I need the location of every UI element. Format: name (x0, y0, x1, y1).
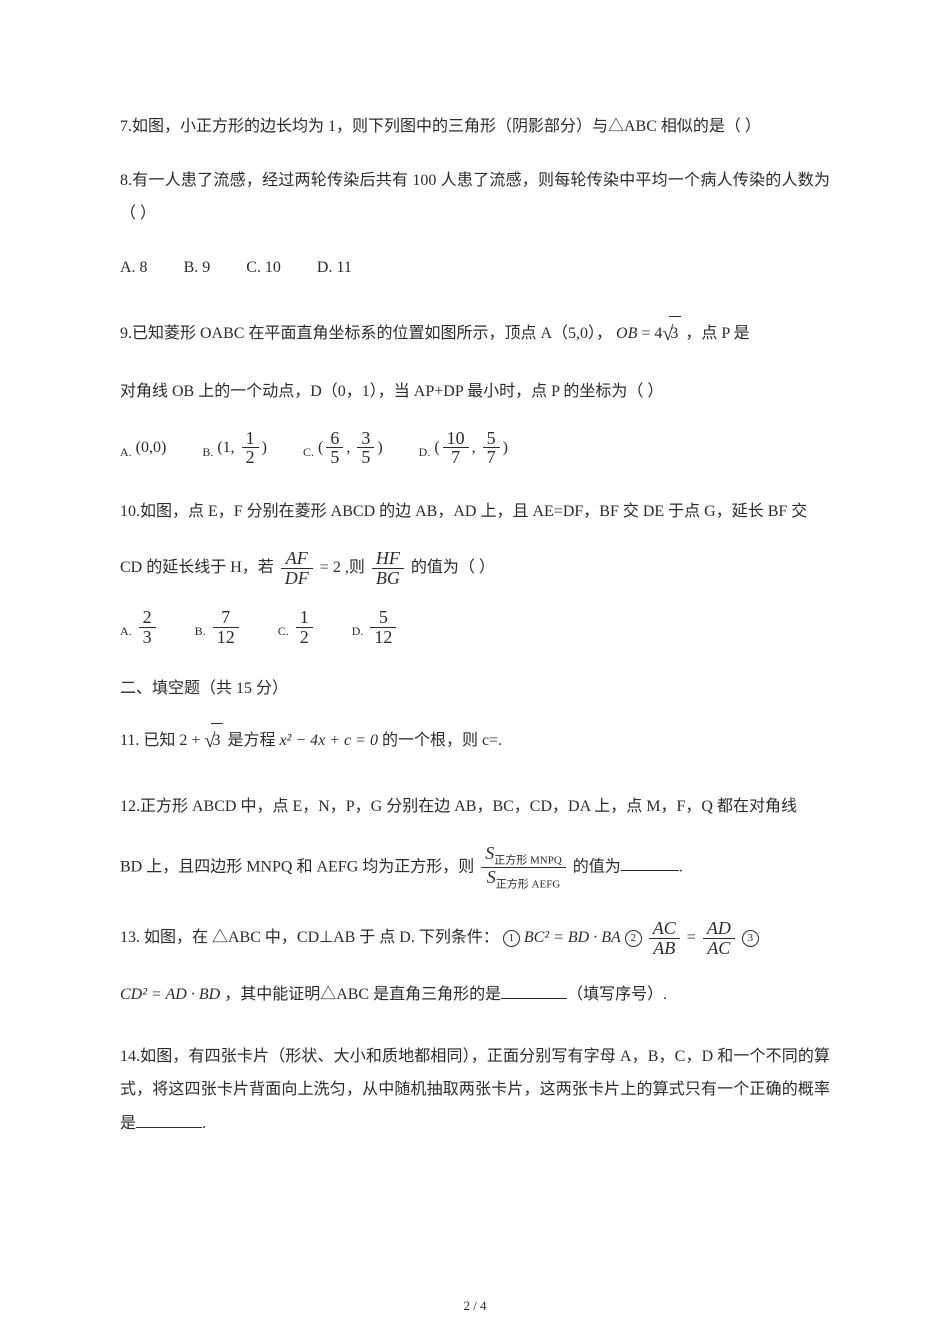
q11-post: 的一个根，则 c= (382, 732, 498, 749)
q13-line2b: ，其中能证明△ABC 是直角三角形的是 (224, 986, 501, 1003)
q10-choice-c: C.12 (278, 608, 316, 647)
q10-frac-afdf: AFDF (281, 549, 313, 588)
q14-text: 14.如图，有四张卡片（形状、大小和质地都相同），正面分别写有字母 A，B，C，… (120, 1048, 830, 1132)
question-9-line2: 对角线 OB 上的一个动点，D（0，1），当 AP+DP 最小时，点 P 的坐标… (120, 375, 830, 409)
blank-q14 (136, 1112, 202, 1127)
q9-ob: OB (616, 325, 637, 342)
question-10-line1: 10.如图，点 E，F 分别在菱形 ABCD 的边 AB，AD 上，且 AE=D… (120, 495, 830, 529)
q12-line2-pre: BD 上，且四边形 MNPQ 和 AEFG 均为正方形，则 (120, 858, 478, 875)
q10-choice-b: B.712 (195, 608, 242, 647)
q10-line2-post: 的值为（ ） (411, 559, 495, 576)
sqrt-3-ob: √3 (662, 313, 681, 355)
page-footer: 2 / 4 (0, 1298, 950, 1314)
q13-cond3: CD² = AD · BD (120, 986, 220, 1003)
circled-1: 1 (503, 930, 520, 947)
q11-tail: . (498, 732, 502, 749)
circled-3: 3 (742, 930, 759, 947)
page: 7.如图，小正方形的边长均为 1，则下列图中的三角形（阴影部分）与△ABC 相似… (0, 0, 950, 1344)
section-2-heading: 二、填空题（共 15 分） (120, 674, 830, 698)
q12-s-fraction: S正方形 MNPQ S正方形 AEFG (481, 844, 566, 891)
q11-pre: 11. 已知 (120, 732, 179, 749)
question-12-line1: 12.正方形 ABCD 中，点 E，N，P，G 分别在边 AB，BC，CD，DA… (120, 790, 830, 824)
q13-frac-1: ACAB (649, 919, 680, 958)
q9-eq: = 4 (641, 325, 662, 342)
question-9-choices: A.(0,0) B.(1, 12) C.(65, 35) D.(107, 57) (120, 429, 830, 468)
q13-frac-2: ADAC (703, 919, 735, 958)
q10-choice-d: D.512 (352, 608, 400, 647)
q9-choice-c: C.(65, 35) (303, 429, 383, 468)
q10-eq2: = 2 (320, 559, 341, 576)
q13-pre: 13. 如图，在 △ABC 中，CD⊥AB 于 点 D. 下列条件： (120, 929, 499, 946)
blank-q13 (501, 984, 567, 999)
q11-2plus: 2 + (179, 732, 204, 749)
question-14: 14.如图，有四张卡片（形状、大小和质地都相同），正面分别写有字母 A，B，C，… (120, 1040, 830, 1141)
q10-line2-pre: CD 的延长线于 H，若 (120, 559, 278, 576)
q12-line2-post: 的值为 (573, 858, 621, 875)
q8-choice-c: C. 10 (246, 251, 281, 285)
question-12-line2: BD 上，且四边形 MNPQ 和 AEFG 均为正方形，则 S正方形 MNPQ … (120, 844, 830, 891)
question-7: 7.如图，小正方形的边长均为 1，则下列图中的三角形（阴影部分）与△ABC 相似… (120, 110, 830, 144)
question-10-choices: A.23 B.712 C.12 D.512 (120, 608, 830, 647)
q9-choice-d: D.(107, 57) (419, 429, 508, 468)
question-8: 8.有一人患了流感，经过两轮传染后共有 100 人患了流感，则每轮传染中平均一个… (120, 164, 830, 231)
question-13-line2: CD² = AD · BD ，其中能证明△ABC 是直角三角形的是 （填写序号）. (120, 978, 830, 1012)
question-8-choices: A. 8 B. 9 C. 10 D. 11 (120, 251, 830, 285)
q10-mid: ,则 (345, 559, 369, 576)
q9-post1: ，点 P 是 (685, 325, 749, 342)
q11-poly: x² − 4x + c = 0 (279, 732, 378, 749)
question-10-line2: CD 的延长线于 H，若 AFDF = 2 ,则 HFBG 的值为（ ） (120, 549, 830, 588)
q10-frac-hfbg: HFBG (372, 549, 404, 588)
blank-q12 (621, 856, 679, 871)
q8-choice-d: D. 11 (317, 251, 352, 285)
q14-tail: . (202, 1115, 206, 1132)
q13-cond1: BC² = BD · BA (524, 929, 621, 946)
sqrt-3-q11: √3 (204, 720, 223, 762)
q13-eq: = (687, 929, 700, 946)
question-9-line1: 9.已知菱形 OABC 在平面直角坐标系的位置如图所示，顶点 A（5,0）， O… (120, 313, 830, 355)
question-11: 11. 已知 2 + √3 是方程 x² − 4x + c = 0 的一个根，则… (120, 720, 830, 762)
q8-choice-b: B. 9 (184, 251, 211, 285)
q9-choice-b: B.(1, 12) (202, 429, 267, 468)
question-13-line1: 13. 如图，在 △ABC 中，CD⊥AB 于 点 D. 下列条件： 1 BC²… (120, 919, 830, 958)
q9-choice-a: A.(0,0) (120, 431, 166, 465)
q10-choice-a: A.23 (120, 608, 159, 647)
q12-tail: . (679, 858, 683, 875)
q8-choice-a: A. 8 (120, 251, 148, 285)
q11-mid: 是方程 (227, 732, 279, 749)
q13-line2c: （填写序号）. (567, 986, 667, 1003)
q9-pre: 9.已知菱形 OABC 在平面直角坐标系的位置如图所示，顶点 A（5,0）， (120, 325, 612, 342)
circled-2: 2 (625, 930, 642, 947)
